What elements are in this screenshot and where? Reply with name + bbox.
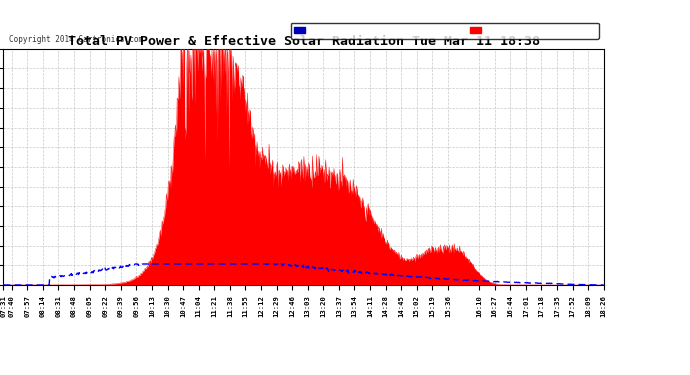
Text: Copyright 2014 Cartronics.com: Copyright 2014 Cartronics.com	[10, 34, 144, 44]
Title: Total PV Power & Effective Solar Radiation Tue Mar 11 18:38: Total PV Power & Effective Solar Radiati…	[68, 34, 540, 48]
Legend: Radiation (Effective w/m2), PV Panels (DC Watts): Radiation (Effective w/m2), PV Panels (D…	[290, 22, 599, 39]
